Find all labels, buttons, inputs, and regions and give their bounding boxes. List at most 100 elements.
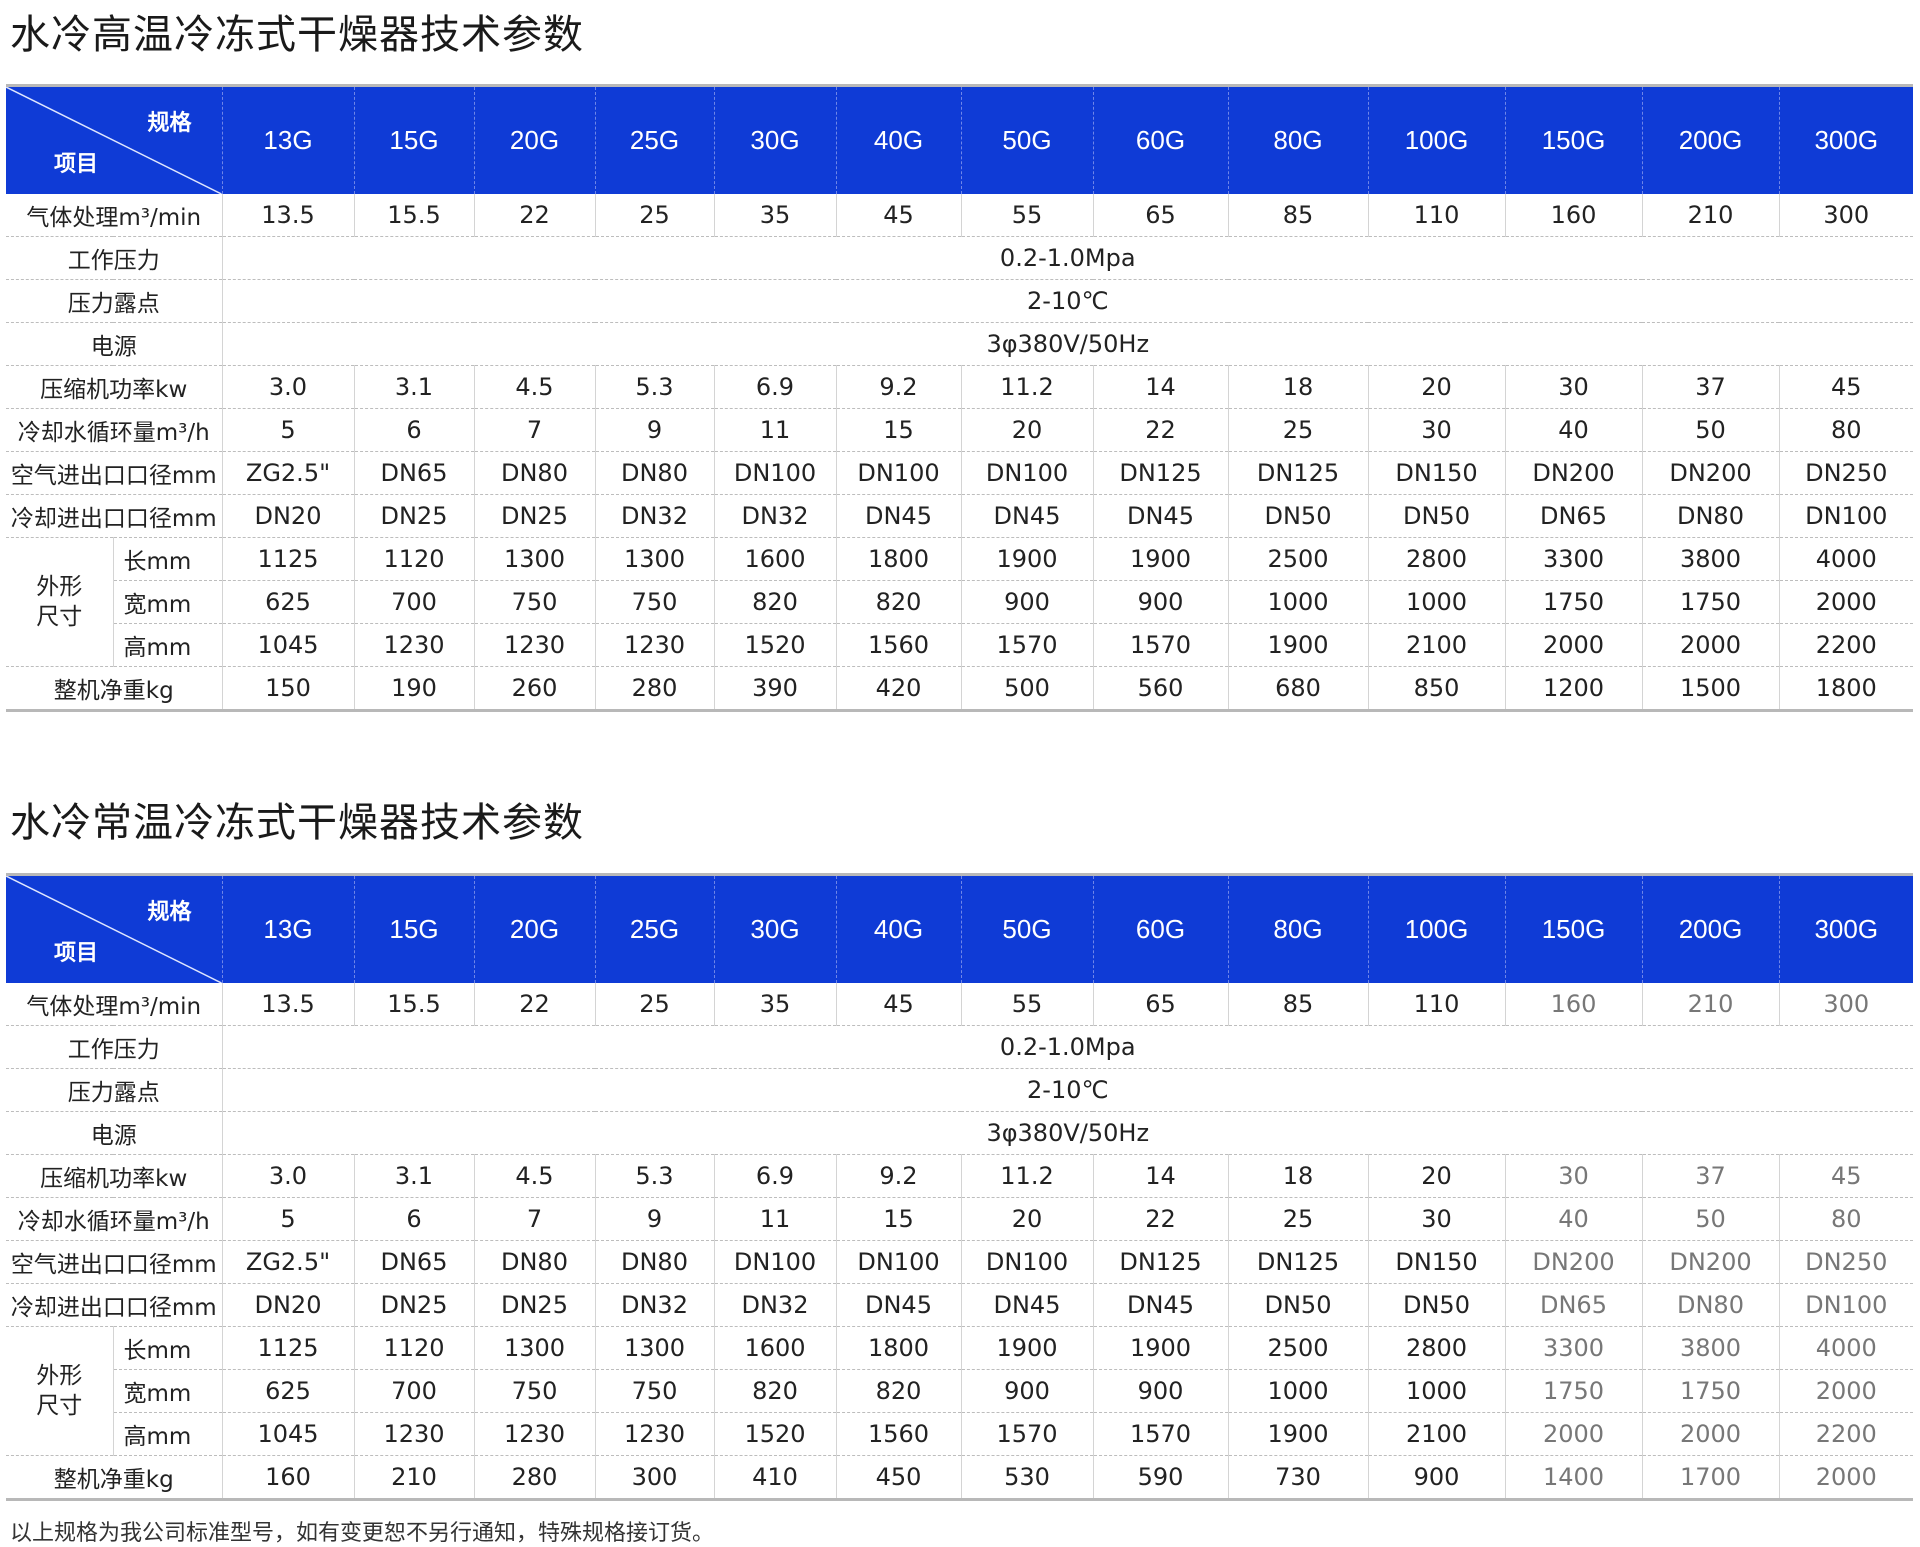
cell-value: DN100: [960, 451, 1093, 495]
cell-value: 2000: [1778, 1455, 1913, 1500]
cell-value: 30: [1504, 365, 1642, 409]
spec-table-normal-temp: 规格 项目 13G 15G 20G 25G 30G 40G 50G 60G 80G 100G 150G 2…: [6, 873, 1913, 1501]
cell-value: 30: [1504, 1154, 1642, 1198]
cell-value: DN45: [1092, 1283, 1228, 1327]
cell-value: 85: [1227, 194, 1368, 237]
table-row: 工作压力 0.2-1.0Mpa: [6, 1025, 1913, 1069]
cell-value: 160: [1504, 983, 1642, 1026]
model-header: 20G: [473, 85, 595, 194]
table-row: 压缩机功率kw 3.0 3.1 4.5 5.3 6.9 9.2 11.2 14 18 20 30 37 4…: [6, 365, 1913, 409]
cell-value: DN80: [473, 451, 595, 495]
cell-value: 680: [1227, 666, 1368, 711]
model-header: 13G: [221, 85, 354, 194]
cell-value: 1800: [835, 537, 961, 581]
cell-value: 210: [1641, 194, 1779, 237]
model-header: 80G: [1227, 85, 1368, 194]
model-header: 300G: [1778, 85, 1913, 194]
cell-value: DN32: [713, 494, 836, 538]
table-row: 电源 3φ380V/50Hz: [6, 1111, 1913, 1155]
cell-value: 15.5: [353, 983, 474, 1026]
cell-value: 300: [1778, 194, 1913, 237]
cell-value: 160: [221, 1455, 354, 1500]
cell-value: 1300: [594, 1326, 714, 1370]
cell-value: 2800: [1367, 537, 1505, 581]
row-label: 冷却水循环量m³/h: [6, 1197, 222, 1241]
cell-value: 3800: [1641, 1326, 1779, 1370]
row-label: 整机净重kg: [53, 678, 174, 704]
cell-value: 11.2: [960, 1154, 1093, 1198]
cell-value: 30: [1367, 408, 1505, 452]
model-header: 25G: [594, 874, 714, 983]
cell-value: 300: [594, 1455, 714, 1500]
cell-value: 1900: [960, 1326, 1093, 1370]
cell-value: 37: [1641, 1154, 1779, 1198]
row-sub-label: 高mm: [112, 1412, 222, 1456]
cell-value: 900: [960, 580, 1093, 624]
cell-value: DN20: [221, 494, 354, 538]
header-row: 规格 项目 13G 15G 20G 25G 30G 40G 50G 60G 80G 100G 150G 2…: [6, 874, 1913, 983]
cell-value: 1750: [1504, 1369, 1642, 1413]
cell-value: 750: [473, 1369, 595, 1413]
cell-value: 5.3: [594, 1154, 714, 1198]
cell-value: 80: [1778, 408, 1913, 452]
cell-value: 1125: [221, 1326, 354, 1370]
cell-value: 1500: [1641, 666, 1779, 711]
cell-value: 110: [1367, 194, 1505, 237]
model-header: 100G: [1367, 85, 1505, 194]
model-header: 13G: [221, 874, 354, 983]
cell-value: DN200: [1641, 1240, 1779, 1284]
spanning-value: 3φ380V/50Hz: [221, 1111, 1913, 1155]
cell-value: 40: [1504, 1197, 1642, 1241]
table-row: 冷却进出口口径mm DN20 DN25 DN25 DN32 DN32 DN45 DN45 DN4…: [6, 1283, 1913, 1327]
cell-value: 1900: [960, 537, 1093, 581]
model-header: 40G: [835, 85, 961, 194]
cell-value: 820: [713, 580, 836, 624]
row-label: 工作压力: [6, 236, 222, 280]
cell-value: 37: [1641, 365, 1779, 409]
cell-value: 260: [473, 666, 595, 711]
cell-value: DN80: [1641, 494, 1779, 538]
cell-value: 700: [353, 1369, 474, 1413]
cell-value: DN200: [1504, 451, 1642, 495]
cell-value: 4.5: [473, 1154, 595, 1198]
spanning-value: 2-10℃: [221, 279, 1913, 323]
cell-value: DN100: [713, 1240, 836, 1284]
cell-value: 190: [353, 666, 474, 711]
cell-value: DN65: [1504, 494, 1642, 538]
footnote: 以上规格为我公司标准型号，如有变更恕不另行通知，特殊规格接订货。: [10, 1521, 715, 1546]
cell-value: 700: [353, 580, 474, 624]
cell-value: 730: [1227, 1455, 1368, 1500]
model-header: 15G: [353, 85, 474, 194]
row-label: 气体处理m³/min: [6, 194, 222, 237]
spanning-value: 3φ380V/50Hz: [221, 322, 1913, 366]
table-row: 宽mm 625 700 750 750 820 820 900 900 1000 1000 1750 1…: [6, 580, 1913, 624]
cell-value: 40: [1504, 408, 1642, 452]
row-label: 压力露点: [6, 1068, 222, 1112]
cell-value: DN250: [1778, 1240, 1913, 1284]
cell-value: DN100: [835, 1240, 961, 1284]
cell-value: 15: [835, 1197, 961, 1241]
model-header: 150G: [1504, 85, 1642, 194]
spanning-value: 0.2-1.0Mpa: [221, 236, 1913, 280]
cell-value: 625: [221, 1369, 354, 1413]
cell-value: 18: [1227, 1154, 1368, 1198]
table-row: 宽mm 625 700 750 750 820 820 900 900 1000 1000 1750 1…: [6, 1369, 1913, 1413]
cell-value: 1230: [353, 1412, 474, 1456]
corner-spec-label: 规格: [147, 899, 192, 924]
cell-value: 4000: [1778, 1326, 1913, 1370]
cell-value: 14: [1092, 365, 1228, 409]
cell-value: 22: [473, 983, 595, 1026]
cell-value: 22: [1092, 1197, 1228, 1241]
row-sub-label: 长mm: [112, 1326, 222, 1370]
cell-value: 4000: [1778, 537, 1913, 581]
cell-value: 850: [1367, 666, 1505, 711]
cell-value: 1520: [713, 1412, 836, 1456]
table-row: 高mm 1045 1230 1230 1230 1520 1560 1570 1570 1900 2…: [6, 623, 1913, 667]
cell-value: 50: [1641, 408, 1779, 452]
cell-value: ZG2.5": [221, 451, 354, 495]
cell-value: 2500: [1227, 537, 1368, 581]
cell-value: 18: [1227, 365, 1368, 409]
row-label: 冷却水循环量m³/h: [6, 408, 222, 452]
cell-value: 14: [1092, 1154, 1228, 1198]
cell-value: 1000: [1227, 580, 1368, 624]
